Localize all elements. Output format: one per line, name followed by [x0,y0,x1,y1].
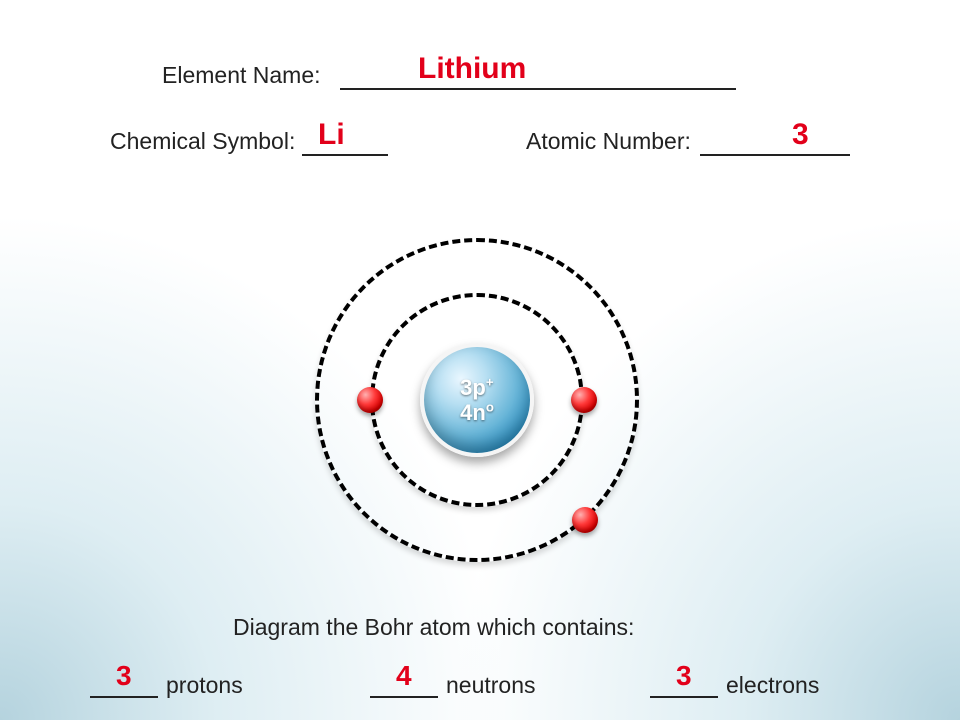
neutrons-value: 4 [396,660,412,692]
electron-2 [571,387,597,413]
protons-blank [90,696,158,698]
neutrons-blank [370,696,438,698]
nucleus: 3p+4no [420,343,534,457]
nucleus-text: 3p+4no [460,375,494,426]
electrons-blank [650,696,718,698]
atomic-number-label: Atomic Number: [526,128,691,155]
atomic-number-value: 3 [792,118,809,152]
electron-3 [572,507,598,533]
diagram-instruction: Diagram the Bohr atom which contains: [233,614,634,641]
atomic-number-blank [700,154,850,156]
neutrons-label: neutrons [446,672,536,699]
element-name-blank [340,88,736,90]
element-name-label: Element Name: [162,62,321,89]
protons-label: protons [166,672,243,699]
worksheet-page: Element Name: Lithium Chemical Symbol: L… [0,0,960,720]
element-name-value: Lithium [418,52,526,86]
chemical-symbol-blank [302,154,388,156]
electrons-label: electrons [726,672,819,699]
chemical-symbol-label: Chemical Symbol: [110,128,295,155]
chemical-symbol-value: Li [318,118,345,152]
protons-value: 3 [116,660,132,692]
electron-1 [357,387,383,413]
electrons-value: 3 [676,660,692,692]
